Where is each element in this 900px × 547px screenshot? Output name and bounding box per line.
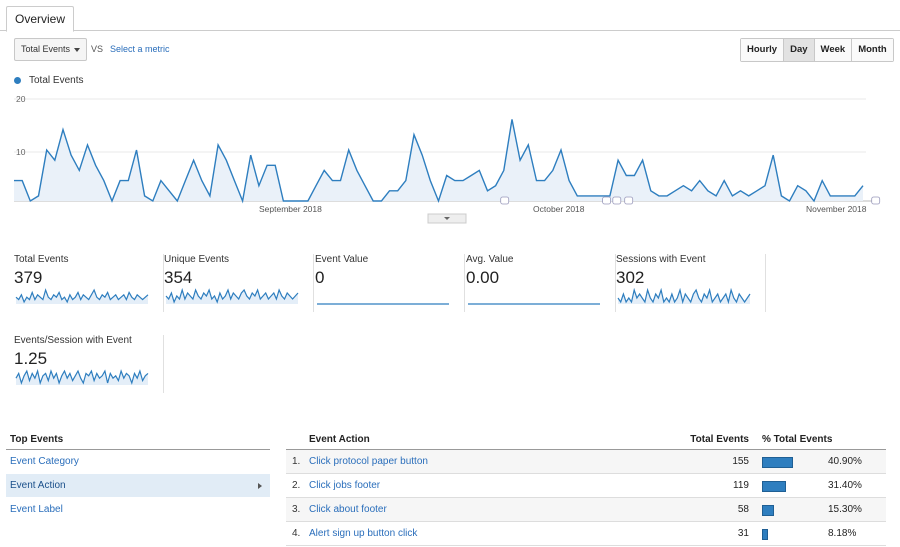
- chart-annotations: [500, 196, 881, 205]
- day-button[interactable]: Day: [783, 39, 814, 61]
- event-action-table: Event Action Total Events % Total Events…: [286, 432, 886, 546]
- chevron-down-icon: [444, 217, 450, 220]
- pct-total-cell: 8.18%: [828, 528, 857, 539]
- sparkline: [468, 303, 600, 305]
- row-number: 4.: [292, 528, 301, 539]
- annotation-marker-icon[interactable]: [500, 196, 510, 205]
- top-events-item-label: Event Label: [10, 504, 63, 515]
- annotation-marker-icon[interactable]: [602, 196, 611, 205]
- series-area: [14, 119, 863, 201]
- legend-dot-icon: [14, 77, 21, 84]
- share-bar: [762, 457, 793, 468]
- sparkline-area: [618, 290, 750, 304]
- total-events-cell: 58: [737, 504, 749, 515]
- scorecard-value: 354: [164, 268, 193, 287]
- column-header-pct-total-events[interactable]: % Total Events: [762, 434, 833, 445]
- scorecard-total-events[interactable]: Total Events 379: [14, 254, 164, 312]
- pct-total-cell: 40.90%: [828, 456, 862, 467]
- granularity-toggle: Hourly Day Week Month: [740, 38, 894, 62]
- top-events-panel: Top Events Event Category Event Action E…: [6, 432, 270, 522]
- scorecard-value: 0.00: [466, 268, 500, 287]
- top-events-item-event-label[interactable]: Event Label: [6, 498, 270, 522]
- event-action-link[interactable]: Alert sign up button click: [309, 528, 418, 539]
- scorecard-events-per-session[interactable]: Events/Session with Event 1.25: [14, 335, 164, 393]
- scorecard-sessions-with-event[interactable]: Sessions with Event 302: [616, 254, 766, 312]
- share-bar: [762, 481, 786, 492]
- sparkline-line: [165, 288, 299, 304]
- table-row: 2. Click jobs footer 119 31.40%: [286, 474, 886, 498]
- pct-total-cell: 31.40%: [828, 480, 862, 491]
- sparkline-line: [15, 288, 149, 304]
- table-row: 4. Alert sign up button click 31 8.18%: [286, 522, 886, 546]
- chevron-right-icon: [258, 483, 262, 489]
- metric-dropdown[interactable]: Total Events: [14, 38, 87, 61]
- metric-dropdown-label: Total Events: [21, 44, 71, 54]
- top-events-item-event-action[interactable]: Event Action: [6, 474, 270, 498]
- top-events-item-label: Event Category: [10, 456, 79, 467]
- x-label-november: November 2018: [806, 204, 867, 214]
- sparkline: [617, 288, 751, 305]
- total-events-cell: 119: [733, 480, 749, 491]
- sparkline-line: [617, 288, 751, 305]
- hourly-button[interactable]: Hourly: [741, 39, 784, 61]
- sparkline: [165, 288, 299, 304]
- legend-label: Total Events: [29, 75, 84, 86]
- total-events-cell: 31: [737, 528, 749, 539]
- scorecard-label: Total Events: [14, 254, 69, 265]
- share-bar: [762, 505, 774, 516]
- event-action-link[interactable]: Click about footer: [309, 504, 387, 515]
- scorecard-value: 379: [14, 268, 43, 287]
- scorecard-event-value[interactable]: Event Value 0: [315, 254, 465, 312]
- y-tick-10: 10: [16, 147, 26, 157]
- share-bar: [762, 529, 769, 540]
- scorecard-value: 1.25: [14, 349, 48, 368]
- month-button[interactable]: Month: [851, 39, 893, 61]
- x-label-october: October 2018: [533, 204, 585, 214]
- scorecard-label: Events/Session with Event: [14, 335, 132, 346]
- series-line: [14, 119, 864, 204]
- column-header-total-events[interactable]: Total Events: [690, 434, 749, 445]
- scorecard-value: 302: [616, 268, 645, 287]
- total-events-cell: 155: [732, 456, 749, 467]
- select-metric-link[interactable]: Select a metric: [110, 44, 170, 54]
- annotation-marker-icon[interactable]: [871, 196, 881, 205]
- vs-label: VS: [91, 44, 104, 54]
- scorecard-label: Sessions with Event: [616, 254, 706, 265]
- top-events-item-label: Event Action: [10, 480, 66, 491]
- scorecard-value: 0: [315, 268, 325, 287]
- total-events-chart: 20 10 September 2018 October 2018 Novemb…: [14, 94, 881, 224]
- x-label-september: September 2018: [259, 204, 322, 214]
- sparkline-area: [16, 371, 148, 385]
- top-events-item-event-category[interactable]: Event Category: [6, 450, 270, 474]
- table-row: 3. Click about footer 58 15.30%: [286, 498, 886, 522]
- scorecard-avg-value[interactable]: Avg. Value 0.00: [466, 254, 616, 312]
- scorecard-unique-events[interactable]: Unique Events 354: [164, 254, 314, 312]
- sparkline: [15, 369, 149, 386]
- week-button[interactable]: Week: [813, 39, 852, 61]
- column-header-event-action[interactable]: Event Action: [309, 434, 370, 445]
- event-action-link[interactable]: Click jobs footer: [309, 480, 381, 491]
- y-tick-20: 20: [16, 94, 26, 104]
- sparkline-line: [15, 369, 149, 386]
- sparkline: [317, 303, 449, 305]
- scorecard-label: Avg. Value: [466, 254, 514, 265]
- annotation-marker-icon[interactable]: [624, 196, 634, 205]
- pct-total-cell: 15.30%: [828, 504, 862, 515]
- table-header: Event Action Total Events % Total Events: [286, 432, 886, 450]
- annotation-marker-icon[interactable]: [612, 196, 622, 205]
- tab-overview[interactable]: Overview: [6, 6, 75, 32]
- event-action-link[interactable]: Click protocol paper button: [309, 456, 428, 467]
- scorecard-label: Event Value: [315, 254, 369, 265]
- table-row: 1. Click protocol paper button 155 40.90…: [286, 450, 886, 474]
- tab-bar: Overview: [0, 0, 900, 32]
- row-number: 3.: [292, 504, 301, 515]
- row-number: 2.: [292, 480, 301, 491]
- sparkline-area: [16, 290, 148, 304]
- scorecard-label: Unique Events: [164, 254, 230, 265]
- row-number: 1.: [292, 456, 301, 467]
- top-events-header: Top Events: [6, 432, 270, 450]
- sparkline: [15, 288, 149, 304]
- chevron-down-icon: [74, 48, 80, 52]
- chart-legend: Total Events: [14, 75, 83, 86]
